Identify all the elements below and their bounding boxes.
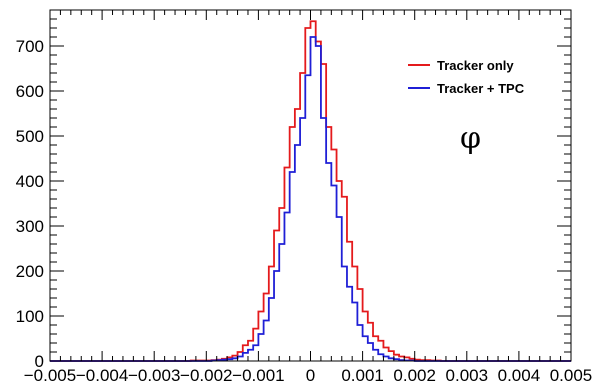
- y-tick-label: 600: [16, 82, 44, 101]
- x-tick-label: 0.002: [393, 366, 436, 385]
- x-tick-label: 0.003: [446, 366, 489, 385]
- x-tick-label: −0.005: [24, 366, 76, 385]
- x-tick-label: 0.005: [550, 366, 593, 385]
- x-tick-label: −0.004: [76, 366, 128, 385]
- legend-label: Tracker only: [437, 58, 514, 73]
- y-tick-label: 500: [16, 127, 44, 146]
- x-tick-label: 0: [306, 366, 315, 385]
- y-tick-label: 400: [16, 172, 44, 191]
- x-tick-label: 0.004: [498, 366, 541, 385]
- axis-tick-labels: −0.005 −0.004 −0.003 −0.002 −0.001 0 0.001 0.00…: [16, 37, 593, 385]
- x-tick-label: 0.001: [341, 366, 384, 385]
- legend-label: Tracker + TPC: [437, 81, 525, 96]
- y-tick-label: 700: [16, 37, 44, 56]
- legend-box: [402, 52, 562, 98]
- x-tick-label: −0.001: [232, 366, 284, 385]
- y-tick-label: 200: [16, 262, 44, 281]
- phi-annotation: φ: [460, 121, 481, 156]
- y-tick-label: 100: [16, 307, 44, 326]
- legend: Tracker only Tracker + TPC: [402, 52, 562, 98]
- x-tick-label: −0.003: [128, 366, 180, 385]
- y-tick-label: 0: [35, 352, 44, 371]
- y-tick-label: 300: [16, 217, 44, 236]
- x-tick-label: −0.002: [180, 366, 232, 385]
